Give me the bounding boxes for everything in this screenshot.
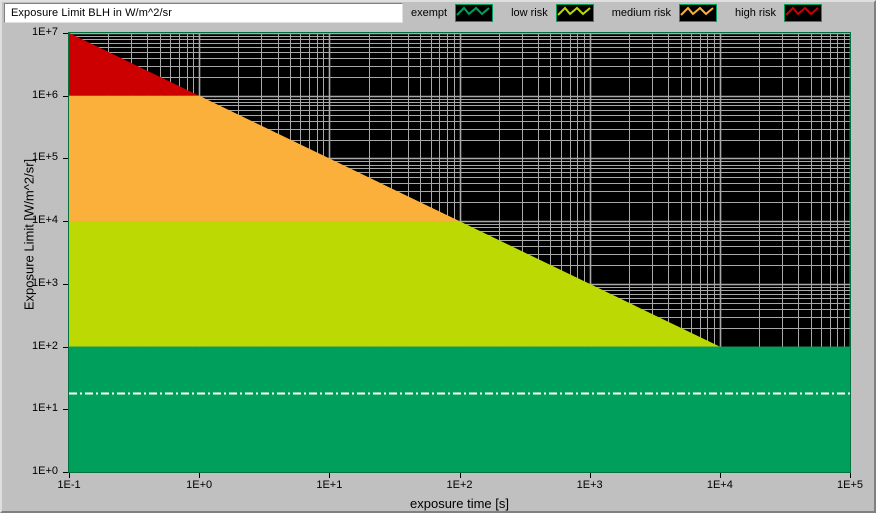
legend-label-high-risk: high risk (735, 7, 777, 19)
x-tick-mark (329, 473, 330, 478)
plot-canvas[interactable] (69, 33, 850, 472)
y-tick-mark (63, 96, 68, 97)
x-tick-label: 1E-1 (57, 479, 81, 491)
y-tick-mark (63, 347, 68, 348)
x-tick-mark (69, 473, 70, 478)
x-tick-label: 1E+1 (316, 479, 343, 491)
legend-item-high-risk[interactable]: high risk (735, 3, 823, 23)
x-axis-title: exposure time [s] (410, 496, 509, 511)
y-tick-mark (63, 158, 68, 159)
y-tick-label: 1E+7 (32, 26, 58, 38)
x-tick-mark (460, 473, 461, 478)
y-tick-label: 1E+0 (32, 465, 58, 477)
legend-swatch-high-risk-icon[interactable] (784, 4, 823, 22)
band-medium-risk (69, 95, 460, 222)
chart-title-box: Exposure Limit BLH in W/m^2/sr (4, 3, 403, 23)
x-tick-label: 1E+5 (837, 479, 863, 491)
legend-swatch-exempt-icon[interactable] (455, 4, 494, 22)
x-tick-label: 1E+3 (576, 479, 603, 491)
page-title: Exposure Limit BLH in W/m^2/sr (11, 7, 172, 19)
x-tick-label: 1E+0 (186, 479, 213, 491)
legend-item-exempt[interactable]: exempt (411, 3, 494, 23)
y-axis-title: Exposure Limit [W/m^2/sr] (21, 158, 37, 311)
y-tick-label: 1E+6 (32, 88, 58, 101)
chart-legend: exempt low risk medium risk (411, 3, 872, 23)
band-low-risk (69, 221, 720, 347)
x-tick-label: 1E+4 (706, 479, 733, 491)
legend-item-low-risk[interactable]: low risk (511, 3, 594, 23)
legend-swatch-low-risk-icon[interactable] (555, 4, 594, 22)
legend-swatch-medium-risk-icon[interactable] (679, 4, 718, 22)
y-tick-mark (63, 33, 68, 34)
x-tick-label: 1E+2 (446, 479, 473, 491)
x-tick-mark (590, 473, 591, 478)
y-tick-mark (63, 284, 68, 285)
legend-item-medium-risk[interactable]: medium risk (611, 3, 718, 23)
y-tick-mark (63, 221, 68, 222)
y-tick-label: 1E+1 (32, 402, 58, 415)
chart-header: Exposure Limit BLH in W/m^2/sr exempt lo… (2, 2, 874, 24)
plot-graphics (69, 33, 850, 472)
legend-label-low-risk: low risk (511, 7, 548, 19)
chart-plot-region: Exposure Limit [W/m^2/sr] exposure time … (2, 24, 874, 512)
x-tick-mark (850, 473, 851, 478)
y-tick-mark (63, 409, 68, 410)
band-high-risk (69, 33, 200, 96)
x-tick-mark (720, 473, 721, 478)
legend-label-exempt: exempt (411, 7, 448, 19)
y-tick-mark (63, 472, 68, 473)
x-tick-mark (199, 473, 200, 478)
band-exempt (69, 346, 850, 472)
risk-bands (69, 33, 850, 472)
legend-label-medium-risk: medium risk (611, 7, 672, 19)
